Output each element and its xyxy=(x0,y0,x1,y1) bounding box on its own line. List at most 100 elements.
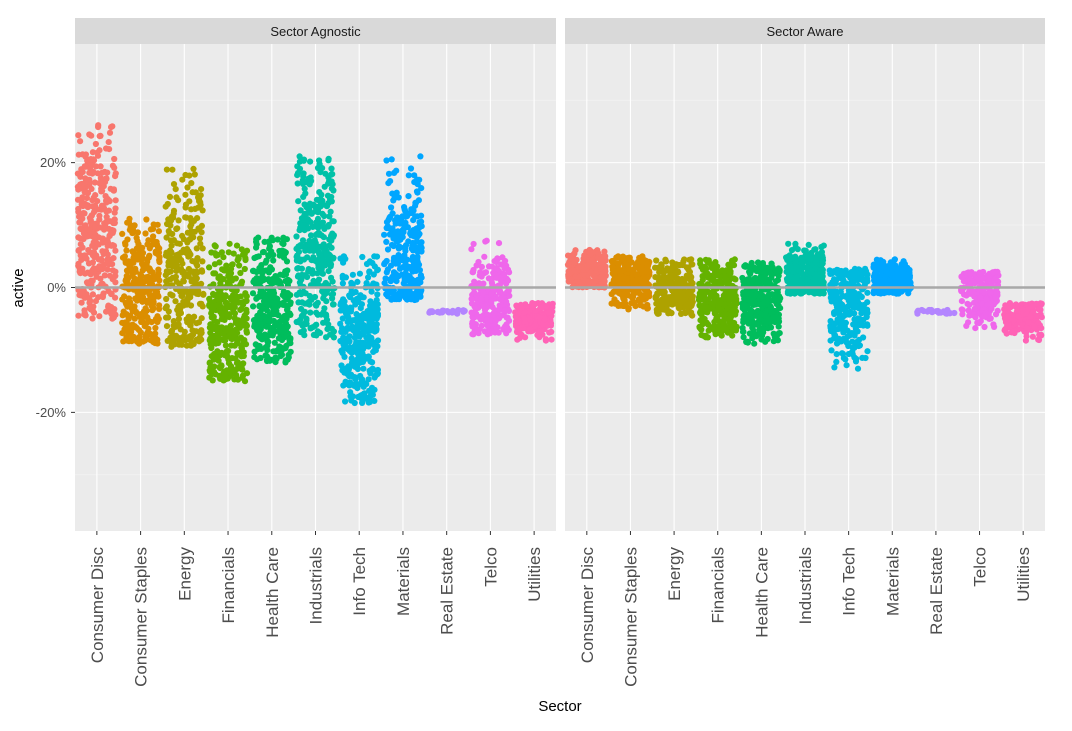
data-point xyxy=(543,303,550,310)
data-point xyxy=(82,253,89,260)
data-point xyxy=(741,307,748,314)
data-point xyxy=(641,267,648,275)
data-point xyxy=(526,326,533,333)
data-point xyxy=(294,180,301,187)
data-point xyxy=(794,246,801,253)
data-point xyxy=(299,237,307,244)
data-point xyxy=(98,202,106,209)
data-point xyxy=(194,215,201,222)
data-point xyxy=(82,151,89,158)
data-point xyxy=(408,295,415,302)
data-point xyxy=(387,231,395,238)
data-point xyxy=(105,139,112,146)
data-point xyxy=(167,291,174,298)
data-point xyxy=(349,271,356,278)
data-point xyxy=(142,265,149,272)
data-point xyxy=(728,260,735,268)
data-point xyxy=(279,346,286,353)
data-point xyxy=(324,192,332,199)
data-point xyxy=(104,260,111,267)
data-point xyxy=(196,335,203,342)
data-point xyxy=(468,295,475,303)
data-point xyxy=(357,355,364,362)
data-point xyxy=(339,275,346,282)
data-point xyxy=(142,320,149,327)
data-point xyxy=(284,306,291,314)
data-point xyxy=(317,243,324,250)
data-point xyxy=(620,255,628,263)
data-point xyxy=(164,337,171,344)
data-point xyxy=(125,295,133,302)
data-point xyxy=(163,166,170,173)
data-point xyxy=(194,255,201,262)
data-point xyxy=(360,294,367,301)
data-point xyxy=(174,225,181,232)
data-point xyxy=(834,316,841,323)
data-point xyxy=(168,329,175,336)
data-point xyxy=(773,334,780,341)
data-point xyxy=(197,240,204,247)
data-point xyxy=(198,186,205,193)
data-point xyxy=(384,246,392,253)
data-point xyxy=(182,214,189,221)
data-point xyxy=(80,230,88,237)
data-point xyxy=(270,275,277,282)
data-point xyxy=(727,268,734,275)
data-point xyxy=(401,252,408,259)
data-point xyxy=(765,280,772,287)
data-point xyxy=(359,253,366,261)
data-point xyxy=(98,257,105,264)
data-point xyxy=(263,307,271,314)
data-point xyxy=(494,256,501,263)
data-point xyxy=(696,324,703,331)
data-point xyxy=(103,213,110,220)
data-point xyxy=(515,319,522,326)
data-point xyxy=(478,296,485,303)
data-point xyxy=(146,277,153,284)
data-point xyxy=(372,347,379,354)
data-point xyxy=(365,274,372,281)
data-point xyxy=(241,265,248,273)
data-point xyxy=(368,288,375,295)
data-point xyxy=(327,208,334,215)
data-point xyxy=(254,327,261,334)
data-point xyxy=(304,273,311,281)
data-point xyxy=(175,217,182,224)
data-point xyxy=(595,250,602,257)
data-point xyxy=(260,274,267,281)
data-point xyxy=(521,315,528,322)
data-point xyxy=(119,254,127,261)
data-point xyxy=(270,293,278,300)
data-point xyxy=(152,324,159,332)
data-point xyxy=(688,296,695,303)
data-point xyxy=(357,372,364,380)
data-point xyxy=(233,340,241,347)
data-point xyxy=(842,271,849,278)
data-point xyxy=(164,269,171,276)
data-point xyxy=(395,245,402,252)
data-point xyxy=(703,265,710,272)
data-point xyxy=(374,291,381,298)
data-point xyxy=(280,234,287,241)
data-point xyxy=(747,310,754,317)
data-point xyxy=(478,263,485,270)
data-point xyxy=(284,356,291,363)
data-point xyxy=(213,302,220,309)
data-point xyxy=(282,268,289,275)
data-point xyxy=(805,241,812,248)
data-point xyxy=(477,271,484,278)
data-point xyxy=(479,313,486,320)
data-point xyxy=(209,377,216,384)
data-point xyxy=(95,264,102,272)
data-point xyxy=(372,323,379,330)
data-point xyxy=(78,299,85,306)
data-point xyxy=(76,292,83,299)
data-point xyxy=(187,342,195,349)
data-point xyxy=(842,356,849,363)
data-point xyxy=(242,290,249,297)
data-point xyxy=(230,306,237,314)
data-point xyxy=(152,330,159,337)
data-point xyxy=(89,315,96,322)
data-point xyxy=(417,242,424,249)
